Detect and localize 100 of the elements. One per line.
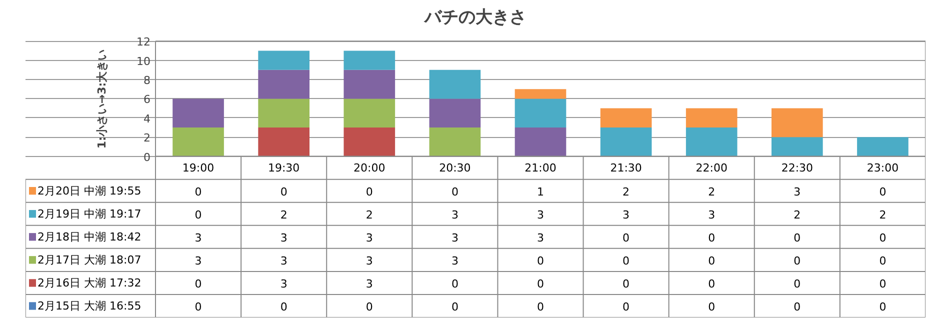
bar — [514, 89, 566, 99]
y-tick-label: 6 — [144, 93, 150, 106]
data-label: 0 — [708, 254, 716, 268]
data-label: 0 — [366, 185, 373, 198]
data-label: 0 — [537, 254, 544, 268]
data-label: 0 — [622, 231, 630, 244]
legend-label: 2月20日 中潮 19:55 — [38, 184, 142, 198]
data-label: 3 — [708, 208, 716, 222]
legend-label: 2月16日 大潮 17:32 — [38, 276, 142, 290]
data-label: 0 — [879, 300, 886, 314]
y-tick-label: 12 — [136, 36, 151, 49]
data-label: 0 — [194, 208, 202, 222]
y-tick-label: 8 — [144, 74, 150, 88]
bar — [772, 108, 823, 138]
data-label: 0 — [537, 277, 544, 290]
bar — [344, 128, 396, 156]
data-label: 3 — [280, 254, 288, 268]
x-tick-label: 19:00 — [182, 161, 214, 174]
data-label: 0 — [794, 254, 801, 268]
data-label: 0 — [879, 231, 886, 244]
data-label: 2 — [879, 208, 886, 222]
x-tick-label: 21:30 — [610, 161, 642, 174]
data-label: 3 — [366, 231, 373, 244]
data-label: 0 — [451, 185, 458, 198]
data-label: 0 — [879, 277, 886, 290]
legend-label: 2月18日 中潮 18:42 — [38, 230, 142, 244]
bar — [857, 137, 908, 156]
bar — [600, 108, 652, 128]
data-label: 3 — [451, 254, 458, 268]
bar — [429, 128, 481, 156]
data-label: 3 — [794, 185, 801, 198]
data-label: 0 — [194, 277, 202, 290]
bar — [686, 108, 738, 128]
data-label: 1 — [537, 185, 544, 198]
bar — [600, 128, 652, 156]
data-label: 3 — [451, 208, 458, 222]
data-label: 0 — [622, 254, 630, 268]
data-label: 0 — [194, 300, 202, 314]
data-label: 3 — [537, 231, 544, 244]
data-label: 0 — [794, 300, 801, 314]
data-label: 2 — [708, 185, 716, 198]
x-tick-label: 20:00 — [354, 161, 386, 174]
y-tick-label: 2 — [144, 132, 150, 145]
bar — [172, 128, 224, 156]
chart-title: バチの大きさ — [424, 8, 526, 28]
bar — [258, 98, 310, 128]
bar — [772, 137, 823, 156]
data-label: 3 — [194, 231, 202, 244]
x-tick-label: 22:00 — [696, 161, 728, 174]
data-label: 3 — [280, 277, 288, 290]
y-tick-label: 10 — [136, 54, 151, 68]
bar — [258, 128, 310, 156]
data-label: 0 — [622, 277, 630, 290]
data-label: 0 — [537, 300, 544, 314]
data-label: 2 — [366, 208, 373, 222]
x-tick-label: 22:30 — [781, 161, 814, 174]
data-label: 0 — [708, 277, 716, 290]
bar — [172, 98, 224, 128]
bar — [429, 98, 481, 128]
y-tick-label: 4 — [144, 112, 150, 126]
data-label: 3 — [537, 208, 544, 222]
x-tick-label: 20:30 — [439, 161, 471, 174]
data-label: 3 — [366, 254, 373, 268]
x-tick-label: 23:00 — [866, 161, 899, 174]
bar — [344, 98, 396, 128]
data-label: 0 — [794, 277, 801, 290]
data-label: 0 — [708, 300, 716, 314]
data-label: 0 — [794, 231, 801, 244]
data-label: 2 — [794, 208, 801, 222]
y-axis-title: 1:小さい→3:大きい — [96, 49, 109, 149]
data-label: 0 — [280, 300, 288, 314]
legend-label: 2月15日 大潮 16:55 — [38, 299, 142, 312]
data-label: 2 — [280, 208, 288, 222]
data-label: 2 — [622, 185, 630, 198]
data-label: 3 — [451, 231, 458, 244]
data-label: 3 — [366, 277, 373, 290]
data-label: 0 — [708, 231, 716, 244]
bar — [514, 128, 566, 156]
data-label: 0 — [879, 254, 886, 268]
data-label: 3 — [194, 254, 202, 268]
data-label: 0 — [451, 277, 458, 290]
data-label: 0 — [280, 185, 288, 198]
data-label: 0 — [879, 185, 886, 198]
data-label: 0 — [194, 185, 202, 198]
bar — [258, 50, 310, 70]
x-tick-label: 21:00 — [524, 161, 556, 174]
bar — [514, 98, 566, 128]
data-label: 0 — [366, 300, 373, 314]
legend-label: 2月19日 中潮 19:17 — [38, 207, 142, 220]
data-label: 0 — [622, 300, 630, 314]
y-tick-label: 0 — [144, 150, 150, 164]
legend-label: 2月17日 大潮 18:07 — [38, 253, 142, 266]
data-label: 3 — [622, 208, 630, 222]
bar — [344, 50, 396, 70]
data-label: 0 — [451, 300, 458, 314]
x-tick-label: 19:30 — [268, 161, 300, 174]
bar — [429, 70, 481, 99]
bar — [686, 128, 738, 156]
data-label: 3 — [280, 231, 288, 244]
bar — [344, 70, 396, 99]
